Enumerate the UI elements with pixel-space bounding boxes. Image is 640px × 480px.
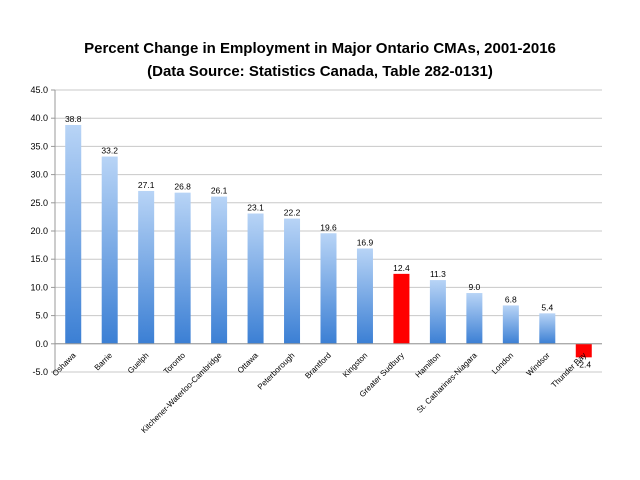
x-tick-label: Barrie bbox=[93, 350, 115, 372]
y-tick-label: -5.0 bbox=[32, 367, 48, 377]
y-tick-label: 45.0 bbox=[30, 85, 48, 95]
x-tick-label: Windsor bbox=[525, 351, 552, 378]
data-label: 38.8 bbox=[65, 114, 82, 124]
data-label: 23.1 bbox=[247, 203, 264, 213]
x-tick-label: Brantford bbox=[303, 351, 333, 381]
data-label: 12.4 bbox=[393, 263, 410, 273]
bar-london bbox=[502, 305, 519, 344]
bar-ottawa bbox=[247, 213, 264, 344]
bar-kitchener-waterloo-cambridge bbox=[211, 196, 228, 344]
chart-subtitle: (Data Source: Statistics Canada, Table 2… bbox=[147, 63, 493, 80]
x-tick-label: Ottawa bbox=[236, 350, 261, 375]
x-tick-label: Hamilton bbox=[414, 351, 443, 380]
axes bbox=[51, 89, 602, 373]
data-label: 19.6 bbox=[320, 222, 337, 232]
x-tick-label: St. Catharines-Niagara bbox=[415, 350, 479, 414]
x-tick-label: Kingston bbox=[341, 351, 369, 379]
data-label: 26.1 bbox=[211, 186, 228, 196]
data-label: 16.9 bbox=[357, 237, 374, 247]
data-label: -2.4 bbox=[576, 359, 591, 369]
data-label: 33.2 bbox=[101, 146, 118, 156]
bar-oshawa bbox=[65, 124, 82, 344]
bar-barrie bbox=[101, 156, 118, 344]
y-tick-label: 30.0 bbox=[30, 170, 48, 180]
y-tick-label: 20.0 bbox=[30, 226, 48, 236]
x-tick-label: Kitchener-Waterloo-Cambridge bbox=[139, 350, 224, 435]
bar-guelph bbox=[138, 190, 155, 344]
data-label: 6.8 bbox=[505, 294, 517, 304]
data-label: 26.8 bbox=[174, 182, 191, 192]
bar-thunder-bay bbox=[575, 343, 592, 358]
data-label: 9.0 bbox=[468, 282, 480, 292]
x-tick-label: Peterborough bbox=[256, 351, 297, 392]
bar-peterborough bbox=[284, 218, 301, 344]
bar-st-catharines-niagara bbox=[466, 293, 483, 344]
bar-kingston bbox=[356, 248, 373, 344]
bar-greater-sudbury bbox=[393, 273, 410, 344]
bar-windsor bbox=[539, 313, 556, 344]
y-tick-label: 0.0 bbox=[35, 339, 48, 349]
x-tick-label: Thunder Bay bbox=[549, 351, 588, 390]
y-tick-label: 35.0 bbox=[30, 141, 48, 151]
bar-toronto bbox=[174, 192, 191, 344]
data-label: 27.1 bbox=[138, 180, 155, 190]
bars bbox=[65, 124, 592, 358]
bar-hamilton bbox=[429, 280, 446, 344]
y-tick-label: 5.0 bbox=[35, 311, 48, 321]
y-tick-label: 25.0 bbox=[30, 198, 48, 208]
data-label: 11.3 bbox=[430, 269, 446, 279]
data-label: 22.2 bbox=[284, 208, 301, 218]
y-tick-label: 10.0 bbox=[30, 282, 48, 292]
bar-brantford bbox=[320, 233, 337, 344]
data-label: 5.4 bbox=[541, 302, 553, 312]
y-tick-label: 40.0 bbox=[30, 113, 48, 123]
y-tick-label: 15.0 bbox=[30, 254, 48, 264]
chart-title: Percent Change in Employment in Major On… bbox=[84, 40, 556, 57]
